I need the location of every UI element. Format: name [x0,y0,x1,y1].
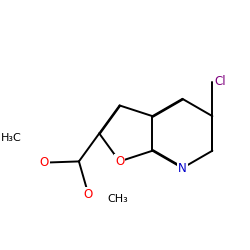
Text: Cl: Cl [214,75,226,88]
Text: O: O [115,155,124,168]
Text: O: O [84,188,93,201]
Text: O: O [40,156,49,169]
Text: H₃C: H₃C [1,134,21,143]
Text: N: N [178,162,187,174]
Text: CH₃: CH₃ [108,194,128,204]
